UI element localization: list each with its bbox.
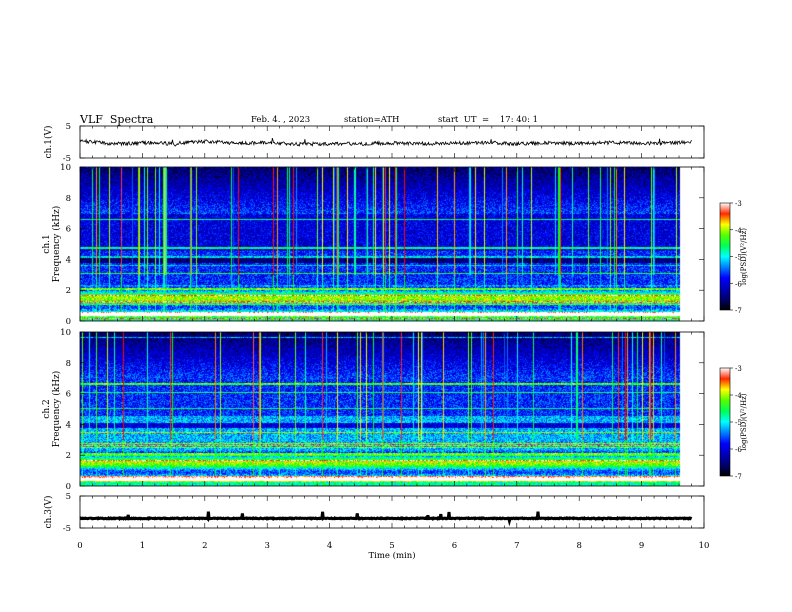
spec2-y-tick-label: 2 xyxy=(66,451,71,461)
x-tick-label: 6 xyxy=(452,541,457,551)
ch1-y-tick-label: 5 xyxy=(66,122,71,132)
colorbar-scale xyxy=(719,202,731,311)
ch2-spectrogram-channel-label: ch.2 xyxy=(42,399,52,418)
ch1-y-label: ch.1(V) xyxy=(43,126,54,159)
colorbar-tick-label: -4 xyxy=(735,392,742,400)
spec2-y-tick-label: 10 xyxy=(60,328,71,338)
spec2-y-tick-label: 0 xyxy=(66,482,71,492)
x-tick-label: 10 xyxy=(699,541,710,551)
spec1-y-tick-label: 2 xyxy=(66,286,71,296)
ch1-voltage-trace xyxy=(79,137,692,147)
spec1-y-tick-label: 4 xyxy=(66,255,71,265)
voltage-traces xyxy=(79,137,693,527)
x-tick-label: 8 xyxy=(576,541,581,551)
x-tick-label: 2 xyxy=(202,541,207,551)
colorbar-tick-label: -7 xyxy=(735,307,742,315)
colorbar-scale xyxy=(719,367,731,477)
ch1-colorbar: -3 -4 -5 -6 -7 log(PSD)(V²/Hz) xyxy=(719,200,748,315)
ch1-spectrogram-image xyxy=(80,167,692,321)
spec1-y-tick-label: 0 xyxy=(66,317,71,327)
spec1-y-tick-label: 8 xyxy=(66,194,71,204)
colorbar-label: log(PSD)(V²/Hz) xyxy=(740,393,748,450)
x-tick-label: 0 xyxy=(77,541,82,551)
spec2-y-tick-label: 6 xyxy=(66,390,71,400)
ch2-spectrogram-image xyxy=(80,332,692,486)
x-tick-label: 1 xyxy=(140,541,145,551)
x-tick-label: 3 xyxy=(264,541,269,551)
panel-frames xyxy=(79,125,705,529)
x-tick-label: 5 xyxy=(389,541,394,551)
ch2-frequency-label: Frequency (kHz) xyxy=(51,371,62,448)
ch3-y-tick-label: -5 xyxy=(63,524,71,534)
spec1-y-tick-label: 10 xyxy=(60,163,71,173)
x-tick-label: 9 xyxy=(639,541,644,551)
x-tick-label: 7 xyxy=(514,541,519,551)
ch2-colorbar: -3 -4 -5 -6 -7 log(PSD)(V²/Hz) xyxy=(719,365,748,481)
colorbar-tick-label: -6 xyxy=(735,446,742,454)
colorbar-label: log(PSD)(V²/Hz) xyxy=(740,228,748,285)
ch3-voltage-trace xyxy=(79,511,693,527)
x-tick-label: 4 xyxy=(327,541,332,551)
ch1-y-tick-label: -5 xyxy=(63,154,71,164)
station-label: station=ATH xyxy=(344,115,400,125)
colorbar-tick-label: -7 xyxy=(735,473,742,481)
spec2-y-tick-label: 4 xyxy=(66,420,71,430)
colorbar-tick-label: -4 xyxy=(735,227,742,235)
colorbar-tick-label: -3 xyxy=(735,200,742,208)
spec2-y-tick-label: 8 xyxy=(66,359,71,369)
date-label: Feb. 4. , 2023 xyxy=(251,115,311,125)
spec1-y-tick-label: 6 xyxy=(66,225,71,235)
colorbar-tick-label: -5 xyxy=(735,419,742,427)
start-time-label: start UT = 17: 40: 1 xyxy=(438,115,539,125)
ch3-y-label: ch.3(V) xyxy=(43,496,54,529)
ch3-y-tick-label: 5 xyxy=(66,492,71,502)
ch1-frequency-label: Frequency (kHz) xyxy=(51,206,62,283)
colorbar-tick-label: -3 xyxy=(735,365,742,373)
colorbar-tick-label: -5 xyxy=(735,254,742,262)
plot-title: VLF Spectra xyxy=(80,113,154,126)
colorbar-tick-label: -6 xyxy=(735,280,742,288)
ch1-spectrogram-channel-label: ch.1 xyxy=(42,234,52,253)
x-axis-label: Time (min) xyxy=(368,550,415,561)
